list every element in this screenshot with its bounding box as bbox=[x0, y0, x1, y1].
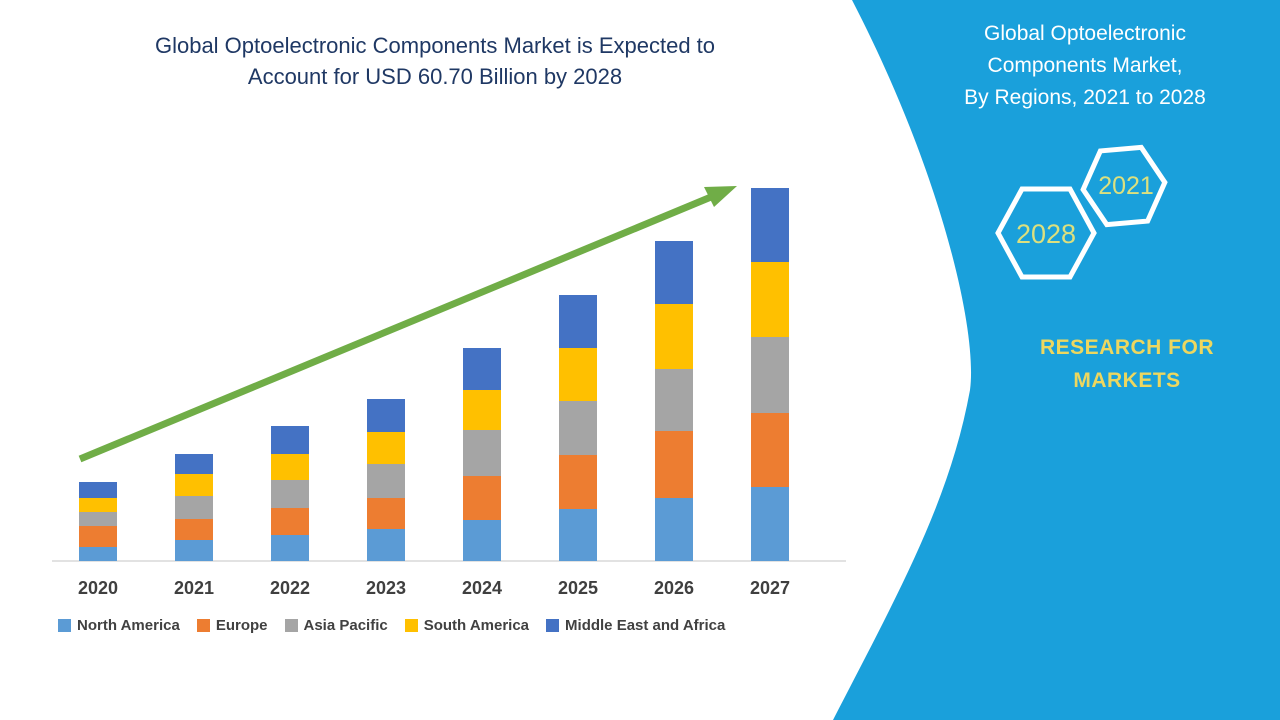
hexagon-year-2028: 2028 bbox=[1016, 219, 1076, 249]
brand-line2: MARKETS bbox=[1073, 369, 1181, 392]
bar-segment-2023-north-america bbox=[367, 529, 405, 561]
bar-segment-2026-middle-east-and-africa bbox=[655, 241, 693, 304]
bar-segment-2022-asia-pacific bbox=[271, 480, 309, 508]
x-tick-2027: 2027 bbox=[749, 578, 791, 598]
bar-segment-2027-europe bbox=[751, 413, 789, 487]
bar-segment-2025-middle-east-and-africa bbox=[559, 295, 597, 348]
legend-swatch-icon-south-america bbox=[404, 619, 418, 632]
bar-segment-2020-middle-east-and-africa bbox=[79, 482, 117, 498]
bar-segment-2023-europe bbox=[367, 498, 405, 529]
bar-segment-2021-middle-east-and-africa bbox=[175, 454, 213, 474]
legend-swatch-icon-north-america bbox=[58, 619, 71, 632]
hexagon-2028-icon bbox=[995, 186, 1097, 280]
bar-segment-2026-asia-pacific bbox=[655, 369, 693, 431]
legend-item-north-america: North America bbox=[58, 617, 180, 634]
bar-segment-2026-europe bbox=[655, 431, 693, 498]
legend-swatch-icon-middle-east-and-africa bbox=[546, 619, 560, 632]
bar-segment-2024-south-america bbox=[463, 390, 501, 430]
x-tick-2020: 2020 bbox=[77, 578, 119, 598]
x-tick-2026: 2026 bbox=[653, 578, 695, 598]
bar-segment-2021-asia-pacific bbox=[175, 496, 213, 519]
bar-segment-2022-europe bbox=[271, 508, 309, 535]
side-panel-title: Global Optoelectronic Components Market,… bbox=[925, 18, 1245, 114]
x-tick-2021: 2021 bbox=[173, 578, 215, 598]
bar-segment-2020-north-america bbox=[79, 547, 117, 561]
hexagon-2021-icon bbox=[1080, 144, 1168, 228]
legend-item-asia-pacific: Asia Pacific bbox=[284, 617, 388, 634]
bar-segment-2025-south-america bbox=[559, 348, 597, 401]
bar-segment-2023-south-america bbox=[367, 432, 405, 464]
trend-arrow bbox=[78, 186, 737, 463]
x-tick-2025: 2025 bbox=[557, 578, 599, 598]
legend-item-middle-east-and-africa: Middle East and Africa bbox=[546, 617, 725, 634]
brand-line1: RESEARCH FOR bbox=[1039, 336, 1214, 359]
chart-title: Global Optoelectronic Components Market … bbox=[35, 30, 835, 92]
legend-label-asia-pacific: Asia Pacific bbox=[303, 617, 388, 634]
legend-label-south-america: South America bbox=[423, 617, 530, 634]
x-axis-ticks: 2020 2021 2022 2023 2024 2025 2026 2027 bbox=[0, 578, 860, 602]
legend-swatch-icon-europe bbox=[196, 619, 210, 632]
side-panel-title-line3: By Regions, 2021 to 2028 bbox=[964, 86, 1206, 109]
bar-segment-2027-middle-east-and-africa bbox=[751, 188, 789, 262]
bar-segment-2027-north-america bbox=[751, 487, 789, 561]
stacked-bars bbox=[79, 188, 789, 561]
chart-title-line2: Account for USD 60.70 Billion by 2028 bbox=[247, 64, 623, 89]
side-panel-title-line2: Components Market, bbox=[987, 54, 1183, 77]
bar-segment-2024-middle-east-and-africa bbox=[463, 348, 501, 390]
bar-segment-2026-north-america bbox=[655, 498, 693, 561]
trend-arrow-head-icon bbox=[704, 186, 737, 207]
bar-segment-2025-europe bbox=[559, 455, 597, 509]
legend-item-south-america: South America bbox=[404, 617, 530, 634]
bar-segment-2022-north-america bbox=[271, 535, 309, 561]
bar-segment-2027-asia-pacific bbox=[751, 337, 789, 413]
bar-segment-2022-south-america bbox=[271, 454, 309, 480]
bar-segment-2023-asia-pacific bbox=[367, 464, 405, 498]
chart-title-line1: Global Optoelectronic Components Market … bbox=[154, 33, 716, 58]
x-tick-2022: 2022 bbox=[269, 578, 311, 598]
legend-label-middle-east-and-africa: Middle East and Africa bbox=[565, 617, 726, 634]
side-panel-swoosh bbox=[833, 0, 1280, 720]
brand-wordmark: RESEARCH FOR MARKETS bbox=[967, 331, 1280, 397]
bar-segment-2021-south-america bbox=[175, 474, 213, 496]
hexagon-year-2021: 2021 bbox=[1098, 172, 1154, 200]
legend-label-north-america: North America bbox=[77, 617, 180, 634]
x-tick-2024: 2024 bbox=[461, 578, 503, 598]
legend-swatch-icon-asia-pacific bbox=[284, 619, 298, 632]
bar-segment-2021-europe bbox=[175, 519, 213, 540]
bar-segment-2025-north-america bbox=[559, 509, 597, 561]
legend-label-europe: Europe bbox=[215, 617, 268, 634]
bar-segment-2022-middle-east-and-africa bbox=[271, 426, 309, 454]
bar-segment-2020-europe bbox=[79, 526, 117, 547]
legend-item-europe: Europe bbox=[196, 617, 268, 634]
bar-segment-2024-north-america bbox=[463, 520, 501, 561]
bar-segment-2024-europe bbox=[463, 476, 501, 520]
bar-segment-2021-north-america bbox=[175, 540, 213, 561]
bar-segment-2023-middle-east-and-africa bbox=[367, 399, 405, 432]
bar-segment-2020-south-america bbox=[79, 498, 117, 512]
side-panel-title-line1: Global Optoelectronic bbox=[984, 22, 1186, 45]
x-tick-2023: 2023 bbox=[365, 578, 407, 598]
chart-legend: North America Europe Asia Pacific South Ame… bbox=[58, 617, 725, 634]
bar-segment-2026-south-america bbox=[655, 304, 693, 369]
trend-arrow-shaft bbox=[78, 193, 713, 463]
hexagon-badges: 2028 2021 bbox=[995, 144, 1168, 280]
bar-segment-2027-south-america bbox=[751, 262, 789, 337]
bar-segment-2020-asia-pacific bbox=[79, 512, 117, 526]
bar-segment-2024-asia-pacific bbox=[463, 430, 501, 476]
bar-segment-2025-asia-pacific bbox=[559, 401, 597, 455]
